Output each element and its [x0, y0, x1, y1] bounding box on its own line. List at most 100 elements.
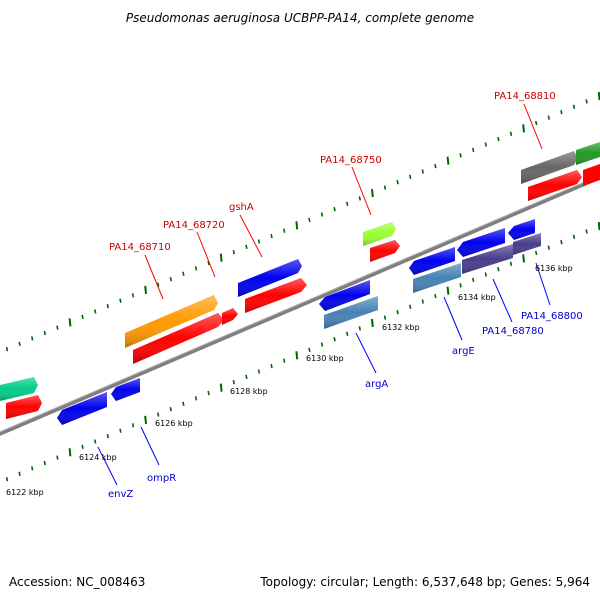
upper-tick-mark	[219, 253, 223, 262]
gene-feature-blue-pa14-68800[interactable]	[508, 219, 535, 240]
gene-label-pa14-68780[interactable]: PA14_68780	[482, 326, 544, 337]
gene-label-pa14-68800[interactable]: PA14_68800	[521, 311, 583, 322]
lower-tick-mark	[371, 318, 374, 328]
gene-feature-teal[interactable]	[0, 377, 38, 401]
gene-feature-red-gsha[interactable]	[245, 278, 307, 313]
upper-tick-mark	[119, 298, 122, 303]
upper-tick-mark	[245, 244, 248, 250]
upper-tick-mark	[157, 282, 160, 287]
gene-label-arge[interactable]: argE	[452, 346, 475, 357]
gene-feature-green-right[interactable]	[576, 142, 600, 165]
upper-tick-mark	[371, 188, 374, 198]
scale-label: 6128 kbp	[230, 387, 268, 396]
gene-label-envz[interactable]: envZ	[108, 489, 133, 500]
lower-tick-mark	[472, 277, 475, 283]
gene-feature-purple-pa14-68800[interactable]	[513, 233, 541, 255]
lower-tick-mark	[295, 351, 299, 360]
gene-feature-blue-pa14-68780[interactable]	[457, 228, 505, 257]
upper-tick-mark	[18, 341, 21, 346]
gene-feature-orange-pa14-68710[interactable]	[125, 295, 218, 348]
gene-feature-red-pa14-68710[interactable]	[133, 313, 224, 364]
lower-tick-mark	[106, 433, 109, 439]
upper-tick-mark	[333, 207, 336, 212]
gene-feature-blue-arga[interactable]	[319, 280, 370, 311]
upper-tick-mark	[396, 180, 399, 185]
genome-backbone	[0, 174, 600, 436]
lower-tick-mark	[434, 293, 437, 299]
upper-tick-mark	[597, 92, 600, 101]
lower-tick-mark	[522, 254, 525, 263]
upper-tick-mark	[522, 124, 525, 133]
gene-label-pa14-68750[interactable]: PA14_68750	[320, 155, 382, 166]
upper-tick-mark	[421, 169, 424, 174]
lower-tick-mark	[5, 477, 9, 482]
gene-label-pa14-68720[interactable]: PA14_68720	[163, 220, 225, 231]
lower-tick-mark	[459, 283, 462, 288]
gene-labels-bottom: envZ ompR argA argE PA14_68780 PA14_6880…	[108, 311, 583, 500]
lower-tick-track	[5, 222, 600, 482]
gene-feature-gray-pa14-68810[interactable]	[521, 151, 578, 184]
upper-tick-mark	[232, 250, 235, 255]
lower-tick-mark	[421, 299, 424, 304]
upper-tick-mark	[535, 120, 538, 126]
gene-feature-lime-pa14-68750[interactable]	[363, 222, 396, 246]
genome-summary-text: Topology: circular; Length: 6,537,648 bp…	[259, 575, 590, 589]
gene-feature-red-pa14-68720[interactable]	[222, 308, 238, 325]
lower-tick-mark	[270, 363, 273, 369]
lower-tick-mark	[409, 304, 412, 309]
gene-feature-blue-gsha[interactable]	[238, 259, 302, 297]
gene-feature-red-left[interactable]	[6, 395, 42, 419]
lower-tick-mark	[346, 331, 349, 336]
upper-tick-mark	[56, 325, 59, 330]
scale-label: 6124 kbp	[79, 453, 117, 462]
lower-tick-mark	[509, 261, 513, 266]
gene-feature-steel-arga[interactable]	[324, 296, 378, 329]
lower-tick-mark	[597, 222, 600, 231]
lower-tick-mark	[131, 423, 135, 428]
upper-tick-mark	[169, 277, 172, 282]
lower-tick-mark	[547, 245, 550, 250]
map-title: Pseudomonas aeruginosa UCBPP-PA14, compl…	[126, 11, 474, 25]
lower-tick-mark	[383, 315, 387, 320]
upper-tick-mark	[94, 309, 97, 314]
gene-feature-red-right-edge[interactable]	[583, 164, 600, 186]
gene-feature-blue-ompr[interactable]	[111, 378, 140, 401]
upper-tick-mark	[484, 142, 487, 147]
upper-tick-mark	[308, 217, 311, 223]
gene-feature-steel-arge[interactable]	[413, 263, 461, 293]
gene-feature-blue-envz[interactable]	[57, 392, 107, 425]
upper-tick-mark	[383, 185, 387, 190]
gene-feature-red-pa14-68750[interactable]	[370, 240, 400, 262]
upper-tick-mark	[5, 347, 9, 352]
lower-tick-mark	[207, 390, 210, 396]
gene-label-ompr[interactable]: ompR	[147, 473, 176, 484]
gene-feature-blue-arge[interactable]	[409, 247, 455, 275]
lower-strand-genes	[57, 219, 541, 425]
lower-tick-mark	[157, 412, 160, 417]
upper-tick-mark	[68, 318, 72, 327]
upper-tick-mark	[358, 196, 361, 201]
lower-tick-mark	[497, 266, 500, 272]
gene-label-pa14-68810[interactable]: PA14_68810	[494, 91, 556, 102]
upper-tick-mark	[182, 271, 185, 276]
upper-tick-mark	[472, 147, 475, 153]
upper-tick-mark	[459, 153, 462, 158]
gene-feature-red-pa14-68810[interactable]	[528, 170, 582, 201]
gene-label-pa14-68710[interactable]: PA14_68710	[109, 242, 171, 253]
gene-label-arga[interactable]: argA	[365, 379, 388, 390]
scale-label: 6126 kbp	[155, 419, 193, 428]
label-leader-lines	[97, 103, 551, 486]
upper-tick-mark	[547, 115, 550, 120]
upper-tick-mark	[144, 285, 147, 294]
upper-tick-track	[5, 92, 600, 352]
lower-tick-mark	[194, 396, 198, 401]
upper-tick-mark	[434, 163, 437, 169]
gene-label-gsha[interactable]: gshA	[229, 202, 254, 213]
lower-tick-mark	[219, 383, 223, 392]
scale-label: 6136 kbp	[535, 264, 573, 273]
lower-tick-mark	[169, 407, 172, 412]
gene-feature-purple-pa14-68780[interactable]	[462, 244, 513, 274]
upper-tick-mark	[106, 303, 109, 309]
lower-tick-mark	[68, 448, 72, 457]
